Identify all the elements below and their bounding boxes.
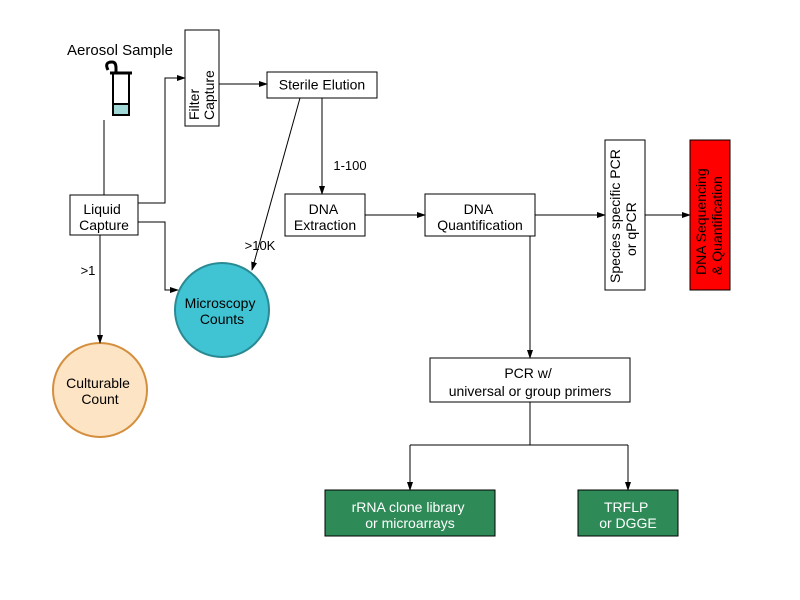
edge-liquid-filter xyxy=(138,78,185,203)
label-filter-capture-2: Capture xyxy=(201,70,217,120)
label-liquid-capture: Liquid Capture xyxy=(79,201,129,233)
label-dna-seq-1: DNA Sequencing xyxy=(693,168,709,275)
edge-label-gt10k: >10K xyxy=(245,238,276,253)
label-filter-capture-1: Filter xyxy=(186,89,202,120)
label-species-pcr-2: or qPCR xyxy=(623,202,639,256)
edge-label-gt1: >1 xyxy=(81,263,96,278)
label-dna-seq-2: & Quantification xyxy=(709,176,725,275)
label-sterile-elution: Sterile Elution xyxy=(279,77,365,93)
label-trflp: TRFLP or DGGE xyxy=(599,499,657,531)
label-rrna: rRNA clone library or microarrays xyxy=(352,499,469,531)
label-species-pcr-1: Species specific PCR xyxy=(607,149,623,283)
edge-label-1-100: 1-100 xyxy=(333,158,366,173)
title-aerosol-sample: Aerosol Sample xyxy=(67,42,173,59)
aerosol-tube-icon xyxy=(107,62,132,115)
flowchart-diagram: Aerosol Sample Liquid Capture Filter Cap… xyxy=(0,0,800,600)
edge-liquid-microscopy xyxy=(138,222,178,290)
